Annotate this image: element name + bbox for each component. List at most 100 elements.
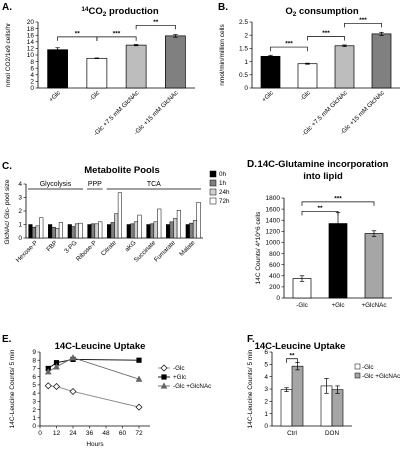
panel-d-ytick-label: 800 [269, 251, 280, 258]
panel-a-ytick-label: 6 [30, 65, 34, 72]
panel-c-bar [173, 218, 178, 239]
panel-e-ytick-label: 2 [32, 407, 36, 414]
panel-e-point [44, 368, 52, 375]
panel-e-xlabel: Hours [86, 441, 104, 448]
panel-e-ytick-label: 8 [32, 357, 36, 364]
panel-d-significance-label: *** [334, 195, 342, 202]
panel-e-legend-marker [160, 364, 168, 372]
panel-b-bar [371, 33, 392, 89]
panel-e-ylabel: 14C-Leucine Counts/ 5 min [9, 349, 16, 428]
panel-d-title-line2: into lipid [303, 171, 343, 182]
panel-d-ytick-label: 0 [276, 295, 280, 302]
panel-c-group-label: Glycolysis [40, 181, 72, 188]
panel-c-legend-swatch [209, 179, 217, 187]
panel-c-bar [87, 224, 92, 239]
panel-a-ytick-label: 20 [27, 19, 35, 26]
panel-e-ytick-label: 4 [32, 390, 36, 397]
panel-f-ytick-label: 1 [264, 411, 268, 418]
panel-a-significance-label: ** [153, 19, 159, 26]
panel-a-ytick-label: 4 [30, 72, 34, 79]
panel-c-bar [94, 223, 99, 239]
panel-e-legend-marker [161, 374, 167, 380]
panel-b-title: O2 consumption [285, 6, 358, 18]
panel-e-ytick-label: 9 [32, 349, 36, 356]
panel-b-ylabel: nmol/min/million cells [219, 24, 226, 86]
panel-a-label: A. [2, 2, 12, 13]
panel-e-point [136, 357, 142, 363]
panel-d-ytick-label: 600 [269, 262, 280, 269]
panel-c-bar [90, 223, 96, 239]
panel-c-bar [98, 221, 103, 239]
panel-b-bar [260, 55, 281, 89]
panel-e-point [135, 403, 143, 411]
panel-e-series-line [47, 358, 140, 369]
panel-c-bar [196, 201, 201, 239]
panel-d-bar [364, 233, 384, 299]
panel-c-bar [117, 192, 122, 239]
panel-c-bar [74, 223, 80, 239]
panel-d-xtick-label: +GlcNAc [361, 302, 386, 309]
panel-c-group-label: PPP [88, 181, 102, 188]
panel-c-bar [35, 225, 40, 239]
panel-c-bar [51, 226, 56, 239]
panel-a-ytick-label: 14 [27, 39, 35, 46]
panel-f-ytick-label: 5 [264, 362, 268, 369]
panel-b-significance-label: *** [359, 17, 367, 24]
panel-e-xtick-label: 36 [86, 430, 94, 437]
panel-e-xtick-label: 60 [119, 430, 127, 437]
panel-c-bar [71, 226, 76, 239]
panel-b-bar [297, 63, 318, 89]
panel-f-bar [280, 389, 293, 427]
panel-c-bar [157, 208, 162, 239]
panel-a-title: 14CO2 production [81, 6, 159, 18]
panel-a-ytick-label: 12 [27, 46, 35, 53]
panel-c-bar [153, 221, 158, 239]
panel-c-xtick-label: Ribose-P [75, 239, 98, 262]
panel-c-bar [107, 224, 112, 239]
panel-f-significance-label: ** [289, 352, 295, 359]
panel-e-point [135, 375, 143, 382]
panel-c-ytick-label: 3 [18, 195, 22, 202]
panel-f-ytick-label: 4 [264, 374, 268, 381]
panel-e-ytick-label: 3 [32, 399, 36, 406]
panel-c-bar [39, 217, 44, 239]
panel-e-legend-marker [160, 382, 168, 389]
panel-c-bar [169, 221, 174, 239]
panel-e-legend-label: +Glc [173, 374, 186, 381]
panel-c-title: Metabolite Pools [84, 165, 159, 176]
panel-c-bar [130, 223, 135, 239]
panel-c-ytick-label: 0 [18, 235, 22, 242]
panel-c-legend-label: 1h [219, 180, 227, 187]
panel-e-ytick-label: 5 [32, 382, 36, 389]
panel-c-bar [110, 222, 115, 239]
panel-c-xtick-label: 3-PG [63, 239, 78, 254]
panel-c-xtick-label: Citrate [100, 239, 118, 257]
panel-d-ytick-label: 400 [269, 273, 280, 280]
panel-b-xtick-label: -Glc [299, 89, 312, 102]
panel-b-ytick-label: 2 [244, 32, 248, 39]
panel-c-bar [149, 223, 155, 239]
panel-e-point [44, 382, 52, 390]
panel-c-bar [176, 210, 181, 239]
panel-d-ylabel: 14C Counts/ 4*10^6 cells [255, 211, 262, 285]
panel-a-bar [125, 44, 147, 89]
panel-e-label: E. [2, 334, 12, 345]
panel-f-xtick-label: Ctrl [287, 430, 297, 437]
panel-f-label: F. [247, 334, 255, 345]
panel-a-ytick-label: 10 [27, 52, 35, 59]
panel-c-group-label: TCA [147, 181, 161, 188]
panel-f-legend-label: -Glc [362, 364, 374, 371]
panel-f-ytick-label: 6 [264, 349, 268, 356]
panel-a-significance [96, 36, 137, 41]
panel-c-xtick-label: FBP [45, 239, 59, 253]
panel-b-significance [270, 46, 308, 52]
panel-e-point [53, 363, 60, 370]
panel-c-bar [137, 214, 142, 239]
panel-c-legend-swatch [209, 170, 217, 178]
panel-e-ytick-label: 7 [32, 366, 36, 373]
panel-c-bar [133, 221, 139, 239]
panel-f-bar [331, 389, 344, 427]
panel-c-legend-swatch [209, 197, 217, 205]
panel-d-ytick-label: 1000 [266, 240, 281, 247]
